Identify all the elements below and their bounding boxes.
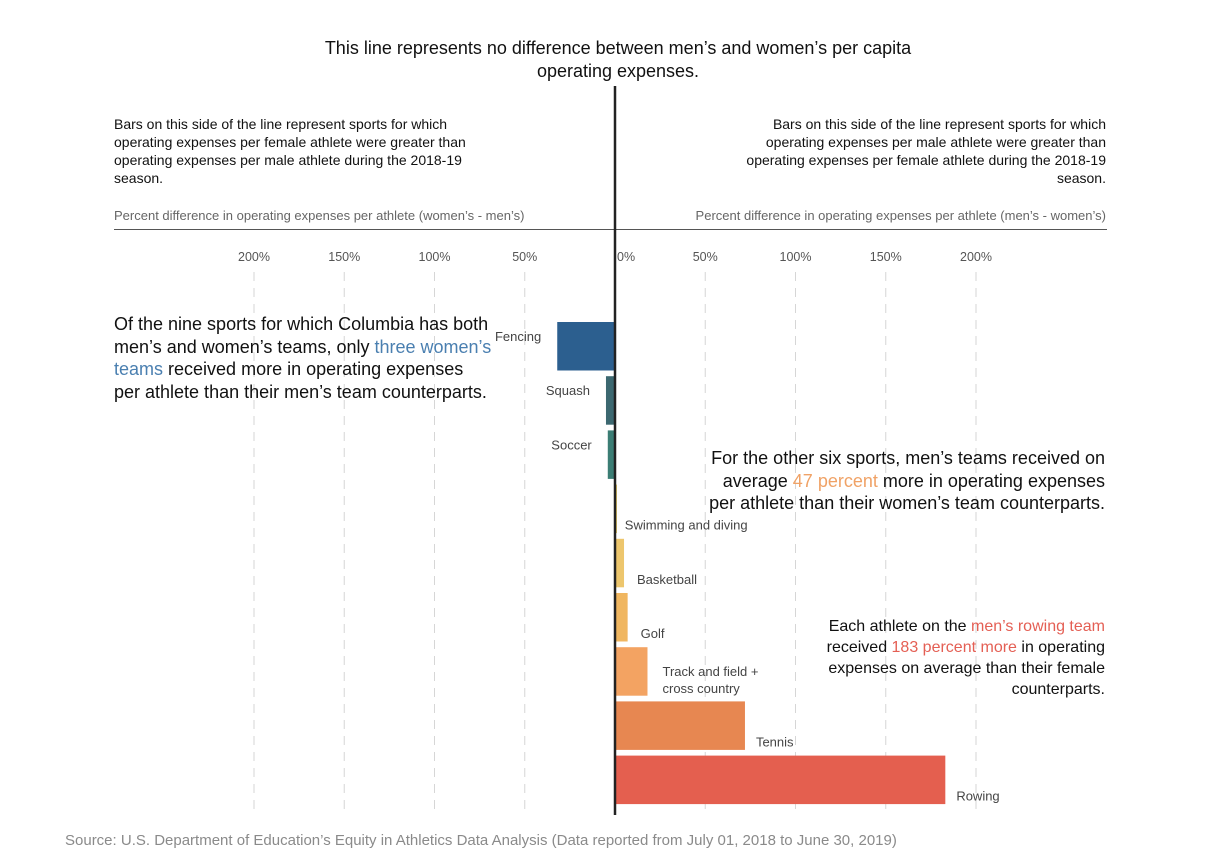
- bars: [557, 322, 946, 805]
- annotation-low-text-3: in operating expenses on average than th…: [828, 639, 1105, 698]
- bar-label-track-and-field-cross-country: cross country: [662, 681, 740, 696]
- left-side-note: Bars on this side of the line represent …: [114, 116, 466, 186]
- bar-label-track-and-field-cross-country: Track and field +: [662, 664, 758, 679]
- annotation-low-highlight-2: 183 percent more: [891, 639, 1017, 656]
- annotation-low-highlight-1: men’s rowing team: [971, 618, 1105, 635]
- right-side-note: Bars on this side of the line represent …: [746, 116, 1106, 186]
- bar-label-rowing: Rowing: [956, 789, 999, 804]
- bar-basketball: [615, 538, 625, 588]
- annotation-mid-highlight: 47 percent: [792, 470, 878, 491]
- bar-tennis: [615, 701, 745, 750]
- bar-golf: [615, 593, 628, 642]
- annotation-left: Of the nine sports for which Columbia ha…: [114, 313, 494, 403]
- tick-label: 50%: [693, 250, 718, 264]
- bar-label-golf: Golf: [641, 626, 665, 641]
- tick-label: 100%: [419, 250, 451, 264]
- right-axis-title: Percent difference in operating expenses…: [695, 208, 1106, 223]
- annotation-left-text-1: Of the nine sports for which Columbia ha…: [114, 314, 489, 357]
- annotation-left-text-2: received more in operating expenses per …: [114, 359, 487, 402]
- bar-label-basketball: Basketball: [637, 572, 697, 587]
- annotation-low-text-2: received: [826, 639, 892, 656]
- left-axis-title: Percent difference in operating expenses…: [114, 208, 525, 223]
- bar-soccer: [607, 430, 615, 479]
- bar-label-soccer: Soccer: [551, 437, 592, 452]
- tick-label: 200%: [960, 250, 992, 264]
- bar-squash: [605, 376, 615, 425]
- bar-label-tennis: Tennis: [756, 734, 794, 749]
- bar-fencing: [557, 322, 615, 371]
- source-note: Source: U.S. Department of Education’s E…: [65, 832, 897, 849]
- tick-label: 100%: [780, 250, 812, 264]
- annotation-mid-text-2: more in operating expenses per athlete t…: [709, 470, 1105, 514]
- bar-label-fencing: Fencing: [495, 329, 541, 344]
- bar-track-and-field-cross-country: [615, 647, 648, 696]
- tick-labels: 200% 150% 100% 50% 0% 50% 100% 150% 200%: [238, 250, 992, 264]
- annotation-low-text-1: Each athlete on the: [828, 618, 972, 635]
- tick-label: 150%: [870, 250, 902, 264]
- bar-label-swimming-and-diving: Swimming and diving: [625, 518, 748, 533]
- annotation-left-highlight: three women’s teams: [114, 336, 492, 380]
- bar-rowing: [615, 755, 946, 805]
- header-rule: [114, 229, 1107, 230]
- tick-label: 50%: [512, 250, 537, 264]
- bar-label-squash: Squash: [546, 383, 590, 398]
- chart-title: This line represents no difference betwe…: [324, 38, 912, 81]
- tick-label: 200%: [238, 250, 270, 264]
- annotation-mid: For the other six sports, men’s teams re…: [700, 447, 1105, 515]
- bar-labels: Fencing Squash Soccer Swimming and diving Ba…: [495, 329, 1000, 804]
- annotation-low: Each athlete on the men’s rowing team re…: [780, 616, 1105, 700]
- annotation-mid-text-1: For the other six sports, men’s teams re…: [711, 448, 1105, 491]
- tick-label: 150%: [328, 250, 360, 264]
- tick-label: 0%: [617, 250, 635, 264]
